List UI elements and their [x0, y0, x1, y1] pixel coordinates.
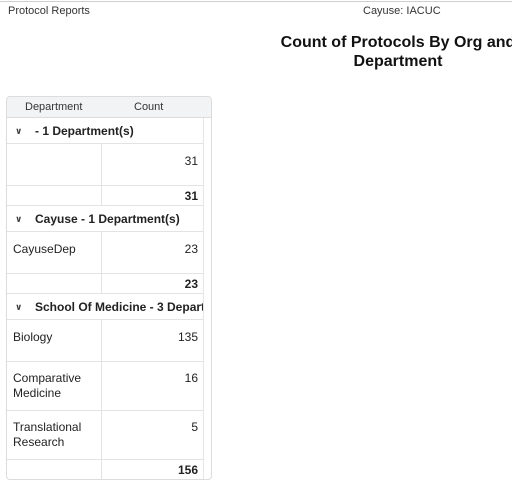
department-cell: Comparative Medicine [13, 371, 82, 400]
count-cell: 16 [184, 371, 198, 385]
group-row[interactable]: ∨ - 1 Department(s) [7, 118, 203, 144]
group-total-row: 23 [7, 274, 203, 294]
top-divider [0, 1, 512, 2]
app-label: Protocol Reports [8, 5, 90, 17]
table-row[interactable]: 31 [7, 144, 203, 186]
department-cell: Biology [13, 330, 53, 344]
group-total: 23 [184, 277, 198, 291]
group-total-row: 31 [7, 186, 203, 206]
column-header-count[interactable]: Count [134, 101, 164, 113]
report-title: Count of Protocols By Org and Department [280, 34, 512, 70]
group-label: Cayuse - 1 Department(s) [35, 211, 180, 226]
chevron-down-icon[interactable]: ∨ [15, 301, 23, 312]
group-label: School Of Medicine - 3 Department(s) [35, 299, 203, 314]
chevron-down-icon[interactable]: ∨ [15, 125, 23, 136]
table-row[interactable]: CayuseDep 23 [7, 232, 203, 274]
report-grid: Department Count ∨ - 1 Department(s) 31 … [6, 96, 212, 480]
group-total: 31 [184, 189, 198, 203]
context-label: Cayuse: IACUC [363, 5, 441, 17]
group-row[interactable]: ∨ Cayuse - 1 Department(s) [7, 206, 203, 232]
table-row[interactable]: Translational Research 5 [7, 411, 203, 460]
group-total-row: 156 [7, 460, 203, 479]
column-header-department[interactable]: Department [25, 101, 83, 113]
count-cell: 23 [184, 242, 198, 256]
grid-scroll-divider [203, 118, 204, 479]
table-row[interactable]: Biology 135 [7, 320, 203, 362]
department-cell: CayuseDep [13, 242, 76, 256]
group-label: - 1 Department(s) [35, 123, 134, 138]
department-cell: Translational Research [13, 420, 82, 449]
group-row[interactable]: ∨ School Of Medicine - 3 Department(s) [7, 294, 203, 320]
table-row[interactable]: Comparative Medicine 16 [7, 362, 203, 411]
count-cell: 31 [184, 154, 198, 168]
count-cell: 5 [191, 420, 198, 434]
count-cell: 135 [177, 330, 198, 344]
grid-header: Department Count [7, 97, 211, 118]
chevron-down-icon[interactable]: ∨ [15, 213, 23, 224]
group-total: 156 [177, 463, 198, 477]
